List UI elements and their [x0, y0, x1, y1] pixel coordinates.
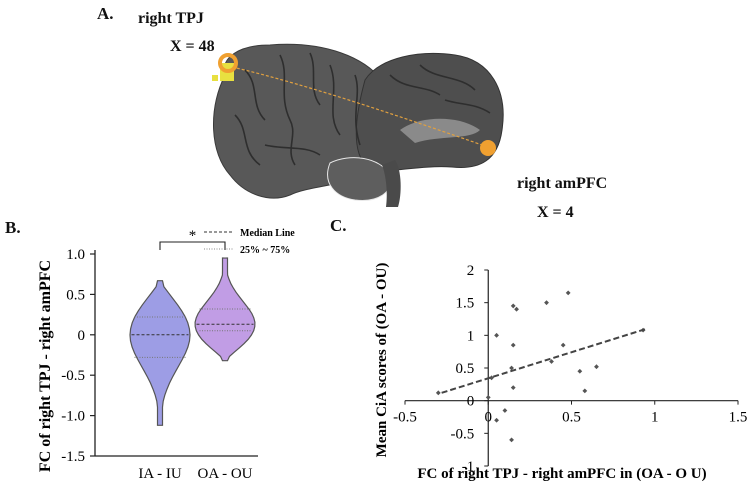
- scatter-point: [502, 408, 508, 413]
- scatter-point: [582, 388, 588, 394]
- tpj-activation-blob-small: [212, 75, 218, 81]
- scatter-point: [510, 385, 516, 391]
- scatter-axes: -0.5 0 0.5 1 1.5 2 1.5 1 0.5 0 -0.5 -1: [393, 263, 747, 475]
- violin-y-tick-label: -1.5: [61, 449, 85, 465]
- violin-y-axis-label: FC of right TPJ - right amPFC: [37, 260, 54, 472]
- significance-bracket: [159, 241, 226, 250]
- scatter-point: [594, 364, 599, 370]
- scatter-y-tick-label: 1.5: [456, 296, 475, 312]
- connectivity-line: [231, 66, 489, 148]
- brain-illustration: [212, 43, 504, 207]
- scatter-point: [494, 332, 499, 338]
- scatter-x-axis-label: FC of right TPJ - right amPFC in (OA - O…: [417, 466, 706, 482]
- tpj-coordinate-label: X = 48: [170, 38, 215, 55]
- scatter-y-tick-label: 1: [467, 328, 475, 344]
- ampfc-label: right amPFC: [517, 175, 608, 192]
- scatter-y-tick-label: 0.5: [456, 361, 475, 377]
- brainstem: [382, 160, 401, 207]
- scatter-x-tick-label: 0.5: [562, 410, 581, 426]
- scatter-point: [544, 300, 549, 306]
- scatter-x-tick-label: 0: [485, 410, 493, 426]
- scatter-y-tick-label: -0.5: [451, 426, 475, 442]
- scatter-y-axis-label: Mean CiA scores of (OA - OU): [374, 263, 390, 458]
- panel-a-label: A.: [97, 4, 114, 23]
- median-legend-label: Median Line: [240, 228, 295, 239]
- scatter-point: [435, 390, 441, 396]
- scatter-point: [509, 437, 514, 443]
- scatter-y-tick-label: 0: [467, 394, 475, 410]
- violin-y-tick-label: -0.5: [61, 368, 85, 384]
- violin-y-tick-label: 0: [78, 328, 86, 344]
- scatter-point: [510, 342, 516, 348]
- violin-y-tick-label: 1.0: [66, 247, 85, 263]
- violin-y-tick-label: -1.0: [61, 409, 85, 425]
- significance-marker: *: [189, 228, 197, 244]
- panel-b-label: B.: [5, 218, 21, 237]
- quartile-legend-label: 25% ~ 75%: [240, 245, 290, 256]
- panel-c-label: C.: [330, 216, 347, 235]
- violin-axes: 1.0 0.5 0 -0.5 -1.0 -1.5 IA - IU OA - OU: [61, 247, 258, 482]
- sulci-texture: [234, 52, 491, 166]
- violin-x-tick-label: IA - IU: [138, 466, 181, 482]
- scatter-y-tick-label: -1: [462, 459, 475, 475]
- scatter-point: [514, 306, 519, 312]
- scatter-point: [565, 290, 571, 296]
- tpj-label: right TPJ: [138, 10, 204, 27]
- scatter-point: [489, 375, 494, 381]
- violin-chart: FC of right TPJ - right amPFC 1.0 0.5 0 -0.…: [37, 228, 295, 482]
- scatter-chart: Mean CiA scores of (OA - OU) FC of right…: [374, 263, 747, 482]
- ampfc-roi-marker: [480, 140, 496, 156]
- scatter-y-tick-label: 2: [467, 263, 475, 279]
- violin-x-tick-label: OA - OU: [198, 466, 253, 482]
- scatter-point: [485, 394, 491, 400]
- cerebellum: [327, 157, 392, 201]
- scatter-point: [494, 417, 499, 423]
- scatter-x-tick-label: 1: [651, 410, 659, 426]
- ampfc-coordinate-label: X = 4: [537, 204, 574, 221]
- violin-y-tick-label: 0.5: [66, 287, 85, 303]
- scatter-point: [577, 368, 583, 374]
- tpj-roi-marker: [218, 53, 238, 73]
- violin-shape: [129, 280, 191, 426]
- scatter-point: [560, 342, 566, 348]
- violin-legend: Median Line 25% ~ 75%: [204, 228, 295, 256]
- violin-shapes: *: [129, 228, 256, 426]
- scatter-x-tick-label: 1.5: [729, 410, 748, 426]
- scatter-x-tick-label: -0.5: [393, 410, 417, 426]
- scatter-point: [510, 303, 516, 309]
